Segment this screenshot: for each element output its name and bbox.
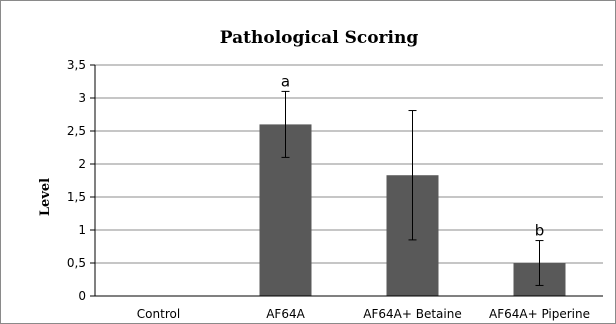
category-label: AF64A+ Betaine [363,307,461,321]
y-tick-label: 1 [78,223,86,237]
category-label: AF64A [266,307,305,321]
significance-label: b [535,222,545,240]
category-label: Control [137,307,180,321]
y-tick-label: 0,5 [67,256,86,270]
significance-label: a [281,72,290,90]
y-tick-label: 0 [78,289,86,303]
error-bars [281,90,544,286]
y-tick-label: 3 [78,91,86,105]
gridlines [95,64,603,264]
y-tick-label: 2 [78,157,86,171]
y-tick-label: 2,5 [67,124,86,138]
category-label: AF64A+ Piperine [489,307,590,321]
y-tick-label: 1,5 [67,190,86,204]
axes [90,64,603,297]
y-axis-title: Level [38,178,53,216]
labels: 0 0,5 1 1,5 2 2,5 3 3,5 Control AF64A a AF64A+ Beta… [67,58,590,321]
chart-title: Pathological Scoring [220,28,419,48]
y-tick-label: 3,5 [67,58,86,72]
